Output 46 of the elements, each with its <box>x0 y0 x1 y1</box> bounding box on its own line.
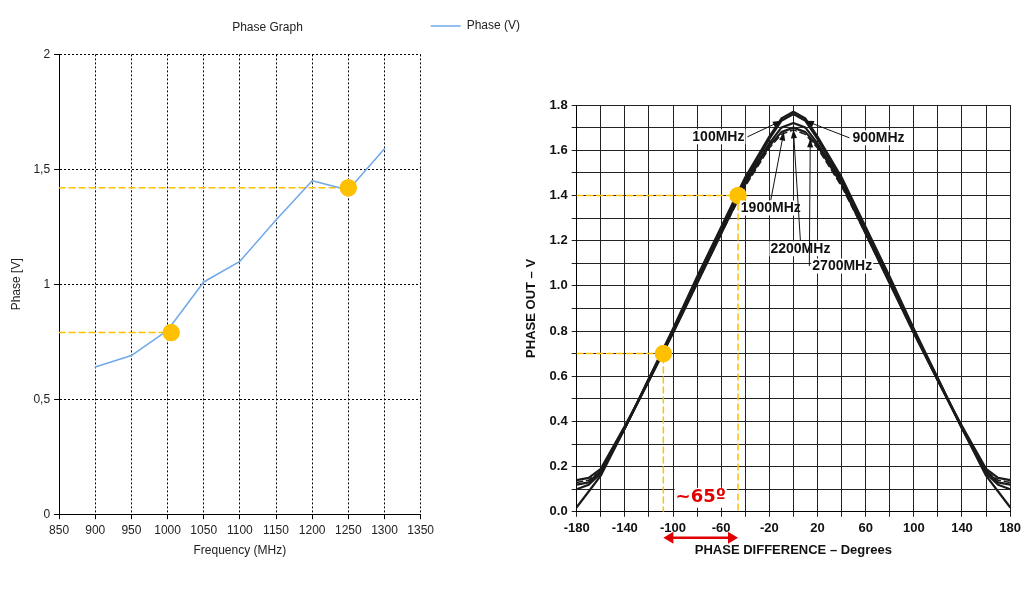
x-tick-label: 140 <box>951 520 973 536</box>
y-tick-label: 1.2 <box>549 232 568 248</box>
x-tick-label: 20 <box>810 520 825 536</box>
x-tick-label: 60 <box>858 520 873 536</box>
x-tick-label: -140 <box>611 520 638 536</box>
chart-title: Phase Graph <box>232 19 303 34</box>
annotation: ~65º <box>675 485 726 507</box>
annotation: 2700MHz <box>812 256 873 273</box>
annotation: 100MHz <box>692 127 745 144</box>
x-tick-label: -60 <box>711 520 731 536</box>
x-axis-title: Frequency (MHz) <box>193 543 287 558</box>
x-axis-title: PHASE DIFFERENCE – Degrees <box>694 541 893 557</box>
annotation: 900MHz <box>852 128 905 145</box>
x-tick-label: 1300 <box>371 522 399 537</box>
y-axis-title: Phase [V] <box>8 258 23 311</box>
x-tick-label: 900 <box>85 522 106 537</box>
x-tick-label: 1250 <box>334 522 362 537</box>
y-tick-label: 1.8 <box>549 96 568 112</box>
y-tick-label: 0.0 <box>549 503 568 519</box>
legend-label: Phase (V) <box>466 18 520 33</box>
y-tick-label: 1 <box>43 276 51 291</box>
y-tick-label: 2 <box>43 46 51 61</box>
x-tick-label: 1000 <box>154 522 182 537</box>
x-tick-label: 850 <box>49 522 70 537</box>
y-axis-title: PHASE OUT – V <box>523 258 539 358</box>
y-tick-label: 0.6 <box>549 367 568 383</box>
x-tick-label: 180 <box>999 520 1022 536</box>
y-tick-label: 0 <box>43 506 51 521</box>
x-tick-label: -180 <box>563 520 590 536</box>
x-tick-label: 1150 <box>263 522 290 537</box>
x-tick-label: 1350 <box>407 522 435 537</box>
y-tick-label: 0.4 <box>549 412 569 428</box>
x-tick-label: -100 <box>659 520 687 536</box>
y-tick-label: 0.8 <box>549 322 568 338</box>
x-tick-label: 1050 <box>190 522 218 537</box>
x-tick-label: 1200 <box>298 522 326 537</box>
x-tick-label: 1100 <box>226 522 254 537</box>
x-tick-label: 950 <box>121 522 142 537</box>
y-tick-label: 1,5 <box>33 161 51 176</box>
y-tick-label: 1.0 <box>549 277 568 293</box>
y-tick-label: 0.2 <box>549 458 568 474</box>
y-tick-label: 1.6 <box>549 141 568 157</box>
x-tick-label: -20 <box>759 520 779 536</box>
x-tick-label: 100 <box>902 520 925 536</box>
y-tick-label: 1.4 <box>549 186 569 202</box>
y-tick-label: 0,5 <box>33 391 51 406</box>
